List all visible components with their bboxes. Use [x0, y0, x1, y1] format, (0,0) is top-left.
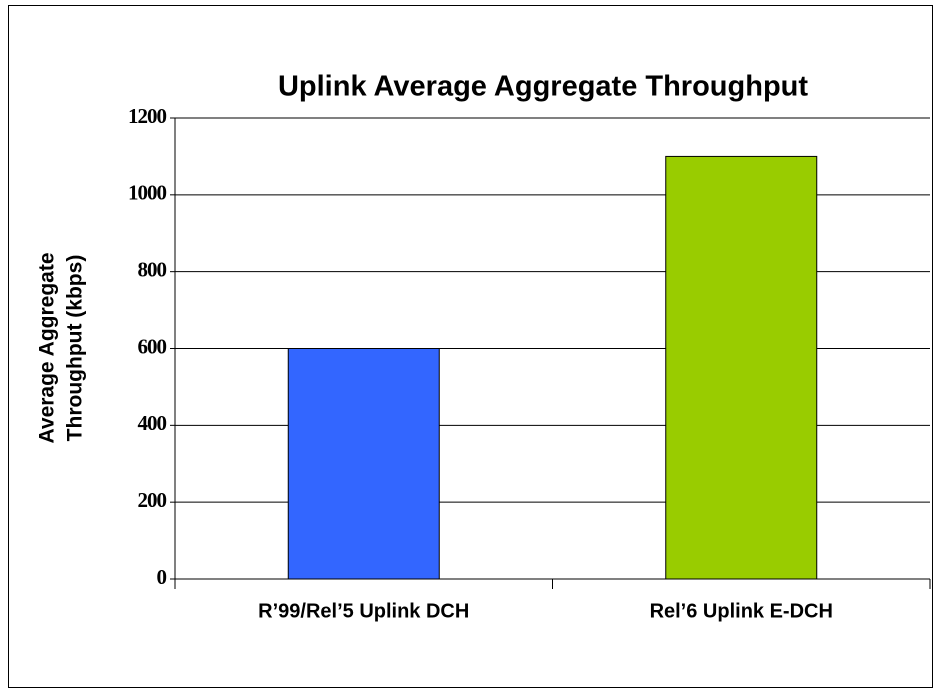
bar — [287, 348, 440, 580]
y-axis-label: Average Aggregate — [36, 252, 59, 443]
y-tick-label: 0 — [157, 565, 167, 589]
y-axis-label: Throughput (kbps) — [64, 255, 87, 442]
x-tick-label: R’99/Rel’5 Uplink DCH — [258, 600, 469, 622]
bar — [665, 155, 818, 580]
y-tick-label: 600 — [138, 334, 167, 358]
y-tick-label: 200 — [138, 488, 167, 512]
x-tick-label: Rel’6 Uplink E-DCH — [650, 600, 833, 622]
y-tick-label: 1000 — [128, 181, 167, 205]
y-tick-label: 400 — [138, 411, 167, 435]
chart-title: Uplink Average Aggregate Throughput — [278, 71, 808, 103]
y-tick-label: 800 — [138, 257, 167, 281]
y-tick-label: 1200 — [128, 104, 167, 128]
